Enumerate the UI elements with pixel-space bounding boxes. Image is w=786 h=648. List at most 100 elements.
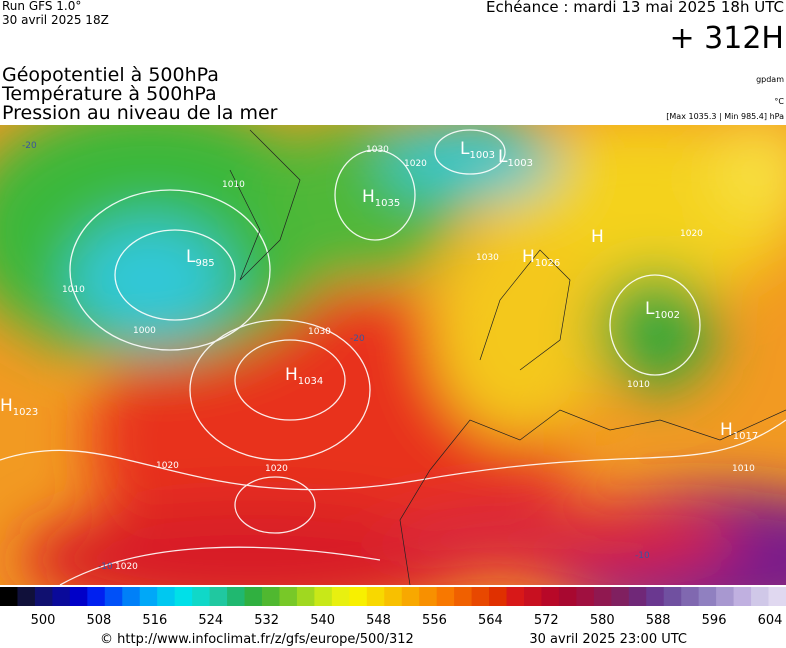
colorbar-label: 508 xyxy=(87,613,112,628)
colorbar-swatch xyxy=(227,587,246,606)
temperature-label: -10 xyxy=(635,551,650,561)
center-letter: H xyxy=(591,227,604,247)
layer-title: Géopotentiel à 500hPa xyxy=(2,64,219,86)
contour-label: 1020 xyxy=(680,229,703,239)
contour-label: 1020 xyxy=(156,461,179,471)
colorbar-swatch xyxy=(681,587,700,606)
colorbar-swatch xyxy=(628,587,647,606)
colorbar-swatch xyxy=(716,587,735,606)
colorbar-swatch xyxy=(646,587,665,606)
center-letter: H xyxy=(285,365,298,385)
colorbar-label: 540 xyxy=(310,613,335,628)
contour-label: 1030 xyxy=(366,145,389,155)
colorbar-label: 588 xyxy=(646,613,671,628)
colorbar-swatch xyxy=(524,587,542,606)
contour-label: 1020 xyxy=(404,159,427,169)
colorbar-swatch xyxy=(17,587,36,606)
pressure-center: H1026 xyxy=(522,247,560,269)
colorbar-label: 580 xyxy=(590,613,615,628)
colorbar-swatch xyxy=(558,587,577,606)
run-date: 30 avril 2025 18Z xyxy=(2,13,109,27)
colorbar-swatch xyxy=(698,587,717,606)
offset: + 312H xyxy=(670,21,785,56)
center-letter: L xyxy=(186,247,196,267)
colorbar-label: 500 xyxy=(31,613,56,628)
colorbar-swatch xyxy=(576,587,595,606)
colorbar-swatch xyxy=(401,587,420,606)
map xyxy=(0,125,786,585)
layer-title: Pression au niveau de la mer xyxy=(2,102,278,124)
colorbar-label: 532 xyxy=(254,613,279,628)
colorbar-swatch xyxy=(349,587,368,606)
colorbar-swatch xyxy=(541,587,560,606)
colorbar-swatch xyxy=(331,587,350,606)
pressure-center: H1023 xyxy=(0,396,38,418)
colorbar-swatch xyxy=(209,587,228,606)
colorbar: 500 508 516 524 532 540 548 556 564 572 580 588 596 6… xyxy=(0,587,786,628)
center-letter: H xyxy=(720,420,733,440)
colorbar-swatch xyxy=(87,587,106,606)
colorbar-swatch xyxy=(419,587,438,606)
pressure-center: L1002 xyxy=(645,299,680,321)
contour-labels: 1030 1020 1010 1000 1010 1030 1020 1020 1020 1010… xyxy=(22,141,755,572)
unit-label: gpdam xyxy=(756,75,784,84)
colorbar-swatch xyxy=(244,587,263,606)
colorbar-swatch xyxy=(104,587,123,606)
colorbar-swatch xyxy=(139,587,158,606)
contour-label: 1000 xyxy=(133,326,156,336)
colorbar-swatch xyxy=(733,587,752,606)
colorbar-swatch xyxy=(506,587,525,606)
contour-label: 1030 xyxy=(476,253,499,263)
center-value: 1023 xyxy=(13,407,38,418)
contour-label: 1010 xyxy=(732,464,755,474)
colorbar-swatch xyxy=(192,587,211,606)
center-letter: L xyxy=(645,299,655,319)
contour-label: 1010 xyxy=(62,285,85,295)
colorbar-swatch xyxy=(489,587,508,606)
center-value: 1017 xyxy=(733,431,758,442)
center-value: 1003 xyxy=(469,150,494,161)
colorbar-label: 516 xyxy=(142,613,167,628)
source-link[interactable]: © http://www.infoclimat.fr/z/gfs/europe/… xyxy=(100,632,414,647)
colorbar-swatch xyxy=(69,587,88,606)
colorbar-label: 596 xyxy=(702,613,727,628)
colorbar-swatch xyxy=(751,587,770,606)
center-letter: L xyxy=(498,147,508,167)
colorbar-label: 548 xyxy=(366,613,391,628)
colorbar-label: 604 xyxy=(758,613,783,628)
unit-label: °C xyxy=(774,97,784,106)
temperature-label: -20 xyxy=(350,334,365,344)
colorbar-label: 556 xyxy=(422,613,447,628)
pressure-center: H xyxy=(591,227,604,247)
center-value: 985 xyxy=(195,258,214,269)
colorbar-swatch xyxy=(296,587,315,606)
colorbar-swatch xyxy=(122,587,141,606)
center-value: 1034 xyxy=(298,376,323,387)
colorbar-swatch xyxy=(471,587,490,606)
unit-label: [Max 1035.3 | Min 985.4] hPa xyxy=(666,112,784,121)
pressure-center: L1003 xyxy=(460,139,495,161)
pressure-center: H1034 xyxy=(285,365,323,387)
center-value: 1002 xyxy=(654,310,679,321)
colorbar-swatch xyxy=(52,587,71,606)
center-letter: H xyxy=(362,187,375,207)
colorbar-swatch xyxy=(384,587,403,606)
colorbar-swatch xyxy=(34,587,53,606)
temperature-label: -10 xyxy=(98,562,113,572)
colorbar-swatch xyxy=(314,587,333,606)
center-value: 1026 xyxy=(535,258,560,269)
pressure-center: L985 xyxy=(186,247,215,269)
colorbar-swatch xyxy=(436,587,455,606)
colorbar-swatch xyxy=(663,587,682,606)
contour-label: 1010 xyxy=(222,180,245,190)
colorbar-swatch xyxy=(0,587,18,606)
center-letter: L xyxy=(460,139,470,159)
colorbar-swatch xyxy=(366,587,385,606)
colorbar-swatch xyxy=(454,587,473,606)
colorbar-swatch xyxy=(279,587,298,606)
colorbar-swatch xyxy=(157,587,176,606)
layer-title: Température à 500hPa xyxy=(1,83,217,105)
contour-label: 1010 xyxy=(627,380,650,390)
temperature-label: -20 xyxy=(22,141,37,151)
